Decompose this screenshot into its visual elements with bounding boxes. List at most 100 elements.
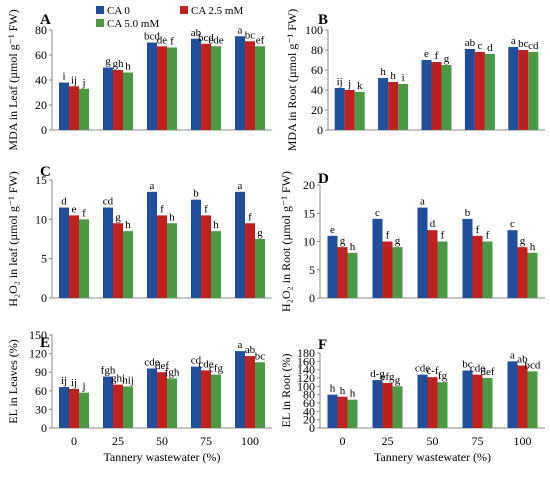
panel-e-ytick-label-3: 90 — [35, 365, 47, 379]
panel-f-ytick-label-7: 140 — [297, 363, 315, 377]
panel-e-sig-1-2: hij — [122, 374, 134, 386]
panel-f-ytick-label-5: 100 — [297, 379, 315, 393]
panel-f-bar-2-2 — [437, 382, 448, 428]
panel-a-ytick-label-3: 60 — [35, 48, 47, 62]
panel-e-bar-2-1 — [157, 372, 167, 428]
panel-d-sig-0-2: h — [350, 241, 356, 253]
panel-a-bar-1-0 — [103, 67, 113, 130]
panel-e-bar-0-2 — [79, 392, 89, 428]
panel-c-ytick-label-1: 5 — [41, 252, 47, 266]
panel-f-xtick-label-1: 25 — [382, 434, 394, 448]
panel-f-sig-3-0: bc — [462, 359, 473, 371]
panel-d-letter: D — [318, 171, 329, 187]
panel-e-sig-3-1: cde — [198, 358, 213, 370]
panel-b-sig-0-2: k — [357, 80, 363, 92]
panel-d-sig-3-1: f — [476, 224, 480, 236]
panel-f-bar-1-2 — [392, 386, 403, 428]
panel-d-bar-3-1 — [472, 235, 483, 298]
legend-item-2-swatch — [96, 19, 104, 27]
panel-c-sig-0-1: e — [72, 203, 77, 215]
panel-f-sig-0-1: h — [340, 385, 346, 397]
legend-item-0: CA 0 — [96, 5, 130, 17]
panel-e-xtick-label-4: 100 — [241, 434, 259, 448]
panel-a-ytick-label-0: 0 — [41, 123, 47, 137]
panel-c-letter: C — [40, 164, 51, 180]
panel-f-bar-0-2 — [347, 399, 358, 428]
panel-a-sig-4-0: a — [238, 24, 243, 36]
panel-b-sig-2-2: g — [444, 53, 450, 65]
panel-d-ytick-label-2: 10 — [303, 235, 315, 249]
panel-f-ytick-label-2: 40 — [303, 404, 315, 418]
panel-b-sig-3-1: c — [477, 40, 482, 52]
panel-f-bar-4-1 — [517, 365, 528, 428]
panel-b-letter: B — [318, 12, 328, 28]
panel-c-bar-2-2 — [167, 223, 177, 298]
panel-a-sig-3-0: ab — [191, 27, 202, 39]
legend-item-2: CA 5.0 mM — [96, 18, 159, 30]
panel-f-y-title: EL in Root (%) — [279, 354, 293, 428]
panel-a-sig-4-2: ef — [256, 34, 265, 46]
panel-f-bar-4-0 — [507, 361, 518, 428]
panel-e-sig-0-0: ij — [61, 375, 67, 387]
panel-b-ytick-label-2: 40 — [311, 83, 323, 97]
panel-e-sig-4-1: ab — [245, 344, 256, 356]
panel-a-sig-0-0: i — [62, 71, 65, 83]
panel-f-sig-0-0: h — [330, 383, 336, 395]
panel-c-sig-4-1: f — [248, 211, 252, 223]
panel-d-sig-1-1: f — [386, 230, 390, 242]
panel-d-sig-3-0: b — [465, 207, 471, 219]
panel-b-bar-4-0 — [508, 47, 519, 130]
panel-f-ytick-label-8: 160 — [297, 354, 315, 368]
panel-b-bar-0-1 — [344, 90, 355, 130]
panel-c-sig-3-0: b — [193, 188, 199, 200]
panel-d-bar-4-0 — [507, 230, 518, 298]
panel-c-sig-1-1: g — [115, 211, 121, 223]
panel-f-bar-3-0 — [462, 370, 473, 428]
panel-c-bar-3-2 — [211, 231, 221, 298]
panel-a-ytick-label-2: 40 — [35, 73, 47, 87]
panel-e-bar-1-1 — [113, 384, 123, 428]
panel-c-bar-3-1 — [201, 215, 211, 298]
panel-e-bar-2-0 — [147, 368, 157, 428]
panel-d-sig-4-0: c — [510, 218, 515, 230]
panel-e-bar-0-1 — [69, 388, 79, 428]
panel-b-sig-1-1: h — [390, 70, 396, 82]
panel-b-bar-1-1 — [388, 82, 399, 130]
panel-e-ytick-label-0: 0 — [41, 421, 47, 435]
panel-f-xtick-label-0: 0 — [340, 434, 346, 448]
panel-b-bar-2-2 — [441, 65, 452, 130]
panel-c-bar-1-2 — [123, 231, 133, 298]
panel-f-sig-0-2: h — [350, 388, 356, 400]
legend-item-1: CA 2.5 mM — [180, 5, 243, 17]
panel-d-sig-4-1: g — [520, 235, 526, 247]
panel-f-bar-0-1 — [337, 396, 348, 428]
panel-e-y-title: EL in Leaves (%) — [6, 339, 20, 424]
panel-a-sig-0-1: ij — [71, 74, 77, 86]
panel-d-sig-3-2: f — [486, 230, 490, 242]
panel-f-ytick-label-1: 20 — [303, 413, 315, 427]
panel-e-sig-2-2: fgh — [165, 366, 180, 378]
panel-e-bar-0-0 — [59, 387, 69, 428]
panel-f-sig-1-0: d-g — [370, 368, 385, 380]
panel-b-bar-2-1 — [431, 62, 442, 130]
panel-d-sig-0-1: g — [340, 235, 346, 247]
panel-e-sig-4-2: bc — [255, 350, 266, 362]
panel-d-sig-2-1: d — [430, 218, 436, 230]
panel-e-bar-3-2 — [211, 374, 221, 428]
panel-a-sig-1-0: g — [105, 56, 111, 68]
panel-c-bar-0-0 — [59, 207, 69, 298]
panel-d-bar-2-0 — [417, 207, 428, 298]
panel-c-ytick-label-3: 15 — [35, 173, 47, 187]
panel-c-bar-4-1 — [245, 223, 255, 298]
panel-d-sig-2-2: f — [441, 230, 445, 242]
panel-a-sig-2-0: bcd — [144, 31, 160, 43]
panel-d-sig-0-0: e — [330, 224, 335, 236]
panel-b-sig-0-0: ij — [337, 76, 343, 88]
panel-a-ytick-label-1: 20 — [35, 98, 47, 112]
panel-b-sig-4-1: bc — [518, 38, 529, 50]
panel-f-bar-1-0 — [372, 380, 383, 428]
panel-b-sig-1-2: i — [402, 72, 405, 84]
panel-e-sig-0-1: ij — [71, 377, 77, 389]
panel-d-bar-2-2 — [437, 241, 448, 298]
